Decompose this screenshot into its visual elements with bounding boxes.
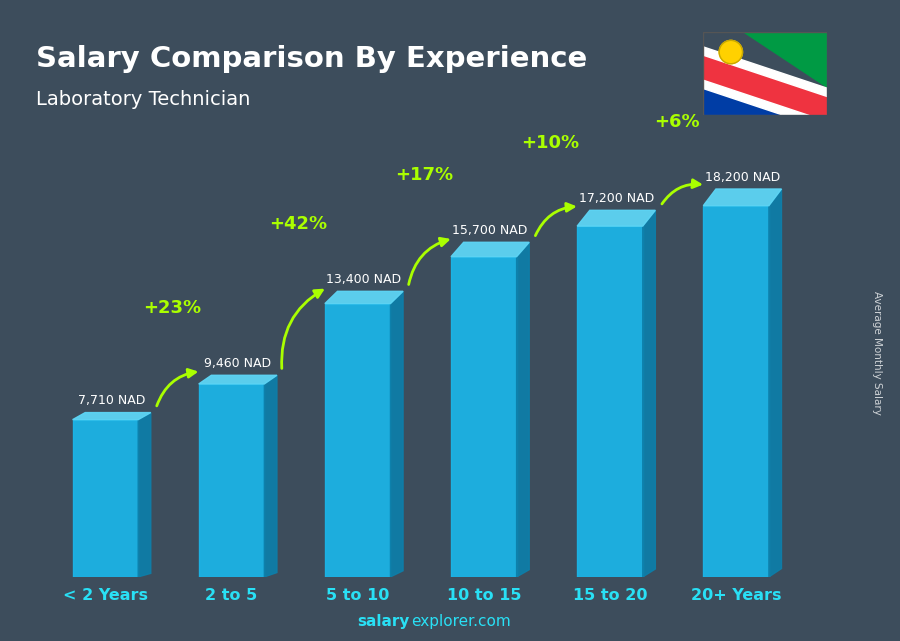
Polygon shape — [265, 375, 277, 577]
Text: 18,200 NAD: 18,200 NAD — [705, 171, 780, 184]
Polygon shape — [391, 291, 403, 577]
Text: Salary Comparison By Experience: Salary Comparison By Experience — [36, 45, 587, 73]
Text: 15,700 NAD: 15,700 NAD — [453, 224, 527, 237]
Polygon shape — [703, 47, 827, 97]
Polygon shape — [517, 242, 529, 577]
Polygon shape — [769, 189, 781, 577]
Polygon shape — [139, 413, 151, 577]
Polygon shape — [744, 32, 827, 87]
Text: +23%: +23% — [143, 299, 202, 317]
Text: Laboratory Technician: Laboratory Technician — [36, 90, 250, 109]
Bar — [451, 256, 517, 577]
Text: +17%: +17% — [395, 166, 454, 184]
Text: 13,400 NAD: 13,400 NAD — [327, 273, 401, 286]
Polygon shape — [703, 189, 781, 206]
Text: explorer.com: explorer.com — [411, 615, 511, 629]
Polygon shape — [451, 242, 529, 256]
Bar — [199, 384, 265, 577]
Bar — [325, 304, 391, 577]
Polygon shape — [199, 375, 277, 384]
Text: Average Monthly Salary: Average Monthly Salary — [872, 290, 883, 415]
Bar — [577, 226, 643, 577]
Text: 9,460 NAD: 9,460 NAD — [204, 357, 272, 370]
Polygon shape — [703, 60, 786, 115]
Text: +10%: +10% — [522, 134, 580, 152]
Text: salary: salary — [357, 615, 410, 629]
Polygon shape — [703, 55, 827, 122]
Bar — [703, 206, 769, 577]
Polygon shape — [643, 210, 655, 577]
Text: +6%: +6% — [654, 113, 699, 131]
Polygon shape — [703, 80, 827, 130]
Text: +42%: +42% — [269, 215, 328, 233]
Bar — [73, 420, 139, 577]
Text: 7,710 NAD: 7,710 NAD — [78, 394, 146, 408]
Circle shape — [719, 40, 742, 63]
Polygon shape — [325, 291, 403, 304]
Polygon shape — [73, 413, 151, 420]
Circle shape — [724, 45, 738, 60]
Polygon shape — [577, 210, 655, 226]
Text: 17,200 NAD: 17,200 NAD — [579, 192, 654, 205]
